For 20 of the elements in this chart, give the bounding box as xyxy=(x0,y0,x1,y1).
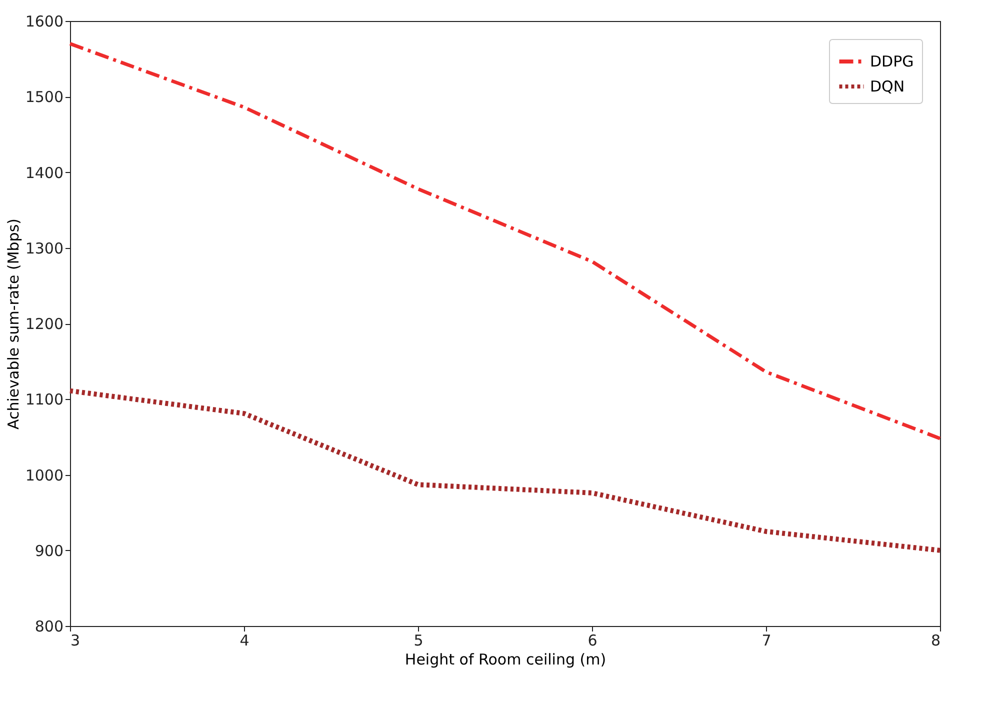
x-tick-label: 3 xyxy=(70,632,80,650)
y-tick-label: 1400 xyxy=(25,164,64,182)
x-tick-label: 7 xyxy=(762,632,772,650)
y-tick-label: 1200 xyxy=(25,315,64,333)
y-tick-label: 1100 xyxy=(25,390,64,409)
x-tick-label: 6 xyxy=(588,632,598,650)
x-tick-label: 8 xyxy=(930,632,940,650)
x-tick-label: 4 xyxy=(240,632,250,650)
line-series xyxy=(68,42,942,440)
y-tick-label: 1000 xyxy=(25,466,64,484)
y-axis-title: Achievable sum-rate (Mbps) xyxy=(4,218,22,430)
x-axis-title: Height of Room ceiling (m) xyxy=(404,650,606,668)
y-tick-label: 900 xyxy=(34,542,64,560)
y-tick-label: 1300 xyxy=(25,239,64,258)
y-tick-label: 1500 xyxy=(25,88,64,106)
legend-label: DQN xyxy=(870,78,905,96)
legend-label: DDPG xyxy=(870,52,914,70)
x-tick-label: 5 xyxy=(414,632,424,650)
y-tick-label: 1600 xyxy=(25,12,64,30)
y-tick-label: 800 xyxy=(34,618,64,636)
